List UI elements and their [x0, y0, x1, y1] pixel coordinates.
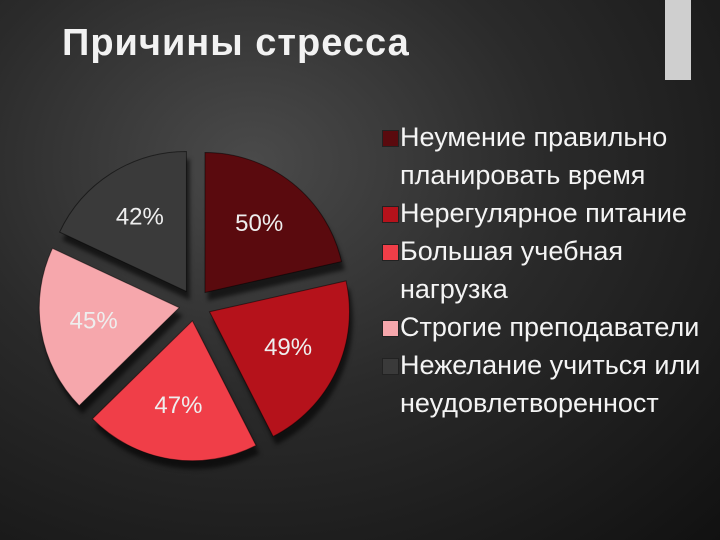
pie-slice	[58, 150, 187, 293]
pie-slice	[38, 247, 181, 407]
legend-label: Нерегулярное питание	[400, 198, 687, 228]
data-label: 42%	[116, 204, 164, 231]
legend-swatch	[382, 320, 399, 337]
legend-swatch	[382, 244, 399, 261]
pie-slice	[91, 319, 257, 462]
legend-label: Неумение правильно планировать время	[400, 122, 668, 190]
legend-swatch	[382, 130, 399, 147]
legend-entry: Нежелание учиться или неудовлетворенност	[380, 346, 720, 422]
legend-entry: Нерегулярное питание	[380, 194, 720, 232]
pie-slice	[204, 151, 343, 294]
legend: Неумение правильно планировать время Нере…	[380, 118, 720, 422]
data-label: 47%	[154, 392, 202, 419]
legend-swatch	[382, 206, 399, 223]
pie-slice	[208, 280, 350, 438]
pie-chart: 50% 49% 47% 45% 42%	[38, 150, 350, 462]
decoration	[665, 0, 691, 80]
legend-label: Большая учебная нагрузка	[400, 236, 624, 304]
legend-entry: Неумение правильно планировать время	[380, 118, 720, 194]
data-label: 45%	[70, 308, 118, 335]
data-label: 49%	[264, 334, 312, 361]
legend-entry: Строгие преподаватели	[380, 308, 720, 346]
data-label: 50%	[235, 210, 283, 237]
legend-entry: Большая учебная нагрузка	[380, 232, 720, 308]
legend-label: Нежелание учиться или неудовлетворенност	[400, 350, 701, 418]
legend-swatch	[382, 358, 399, 375]
title: Причины стресса	[62, 22, 410, 64]
legend-label: Строгие преподаватели	[400, 312, 700, 342]
